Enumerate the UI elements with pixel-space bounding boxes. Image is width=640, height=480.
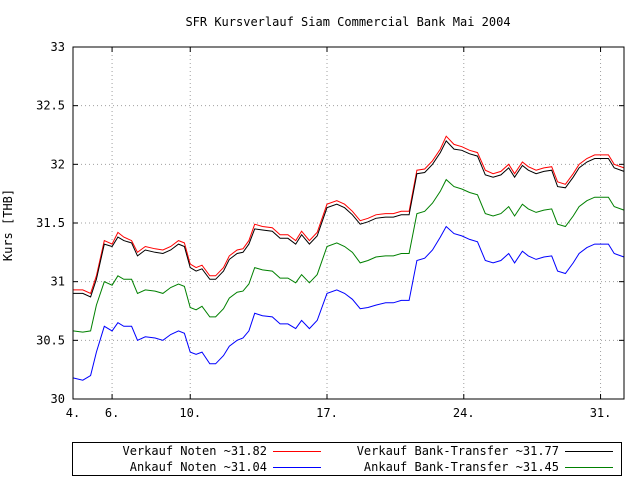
legend-swatch xyxy=(565,467,613,468)
legend-swatch xyxy=(273,451,321,452)
series-line-0 xyxy=(73,135,625,295)
tick-layer: 30 30.5 31 31.5 32 32.5 33 4. 6. 10. 17. 24. 31. xyxy=(36,40,624,420)
x-tick-label: 6. xyxy=(105,406,119,420)
series-line-1 xyxy=(72,225,625,381)
legend-item-verkauf-noten: Verkauf Noten ~31.82 xyxy=(73,443,325,459)
y-axis-label: Kurs [THB] xyxy=(1,189,15,261)
y-tick-label: 32 xyxy=(51,157,65,171)
y-tick-label: 32.5 xyxy=(36,99,65,113)
legend-swatch xyxy=(565,451,613,452)
y-tick-label: 30 xyxy=(51,392,65,406)
x-tick-label: 17. xyxy=(316,406,338,420)
x-tick-label: 4. xyxy=(66,406,80,420)
grid-layer xyxy=(73,47,624,399)
legend-swatch xyxy=(273,467,321,468)
legend-label: Ankauf Noten ~31.04 xyxy=(129,460,267,474)
legend: Verkauf Noten ~31.82 Verkauf Bank-Transf… xyxy=(72,442,622,476)
series-line-2 xyxy=(73,140,625,298)
x-tick-label: 10. xyxy=(179,406,201,420)
legend-label: Verkauf Noten ~31.82 xyxy=(122,444,268,458)
x-tick-label: 31. xyxy=(590,406,612,420)
plot-frame xyxy=(72,46,625,400)
y-tick-label: 33 xyxy=(51,40,65,54)
series-line-3 xyxy=(72,178,625,333)
chart-svg: SFR Kursverlauf Siam Commercial Bank Mai… xyxy=(1,15,625,420)
legend-item-ankauf-noten: Ankauf Noten ~31.04 xyxy=(73,459,325,475)
y-tick-label: 31 xyxy=(51,275,65,289)
x-tick-label: 24. xyxy=(453,406,475,420)
chart-title: SFR Kursverlauf Siam Commercial Bank Mai… xyxy=(185,15,510,29)
legend-item-ankauf-bank-transfer: Ankauf Bank-Transfer ~31.45 xyxy=(325,459,617,475)
y-tick-label: 31.5 xyxy=(36,216,65,230)
legend-label: Verkauf Bank-Transfer ~31.77 xyxy=(356,444,559,458)
y-tick-label: 30.5 xyxy=(36,333,65,347)
legend-item-verkauf-bank-transfer: Verkauf Bank-Transfer ~31.77 xyxy=(325,443,617,459)
series-layer xyxy=(72,135,625,381)
legend-label: Ankauf Bank-Transfer ~31.45 xyxy=(363,460,559,474)
